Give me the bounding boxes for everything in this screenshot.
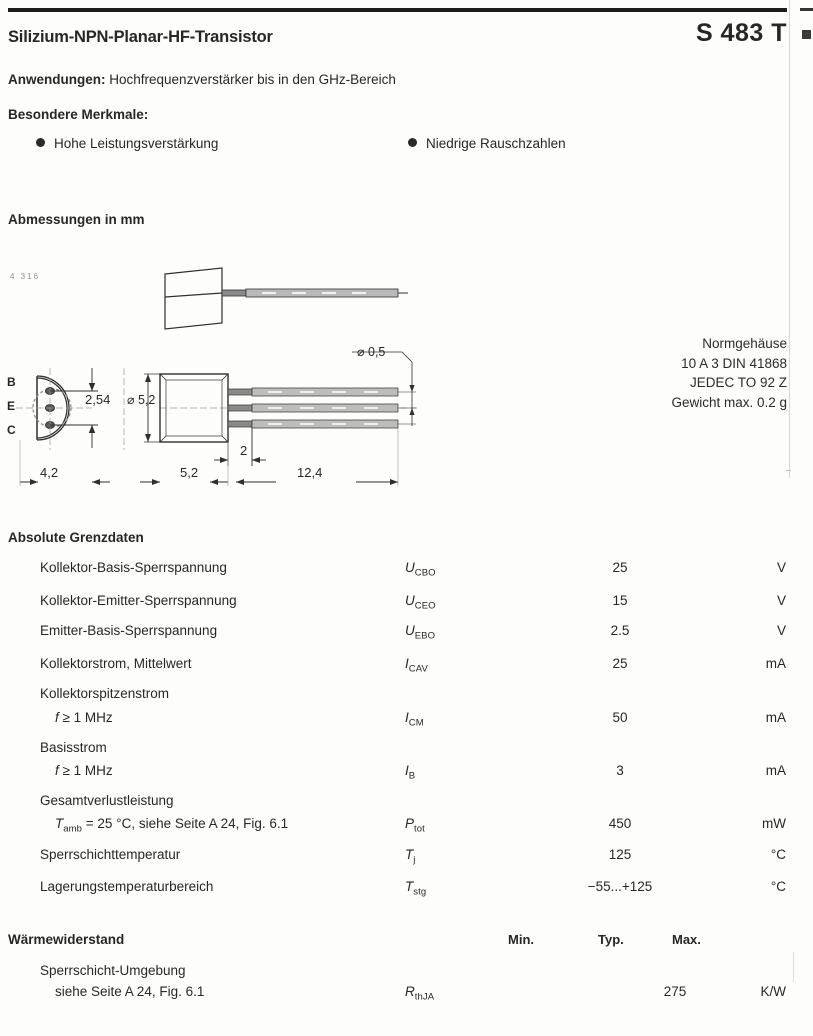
row-value: 450 [608, 816, 632, 831]
row-condition: f ≥ 1 MHz [55, 710, 113, 725]
column-header-typ: Typ. [598, 932, 624, 947]
column-header-min: Min. [508, 932, 534, 947]
page-title: Silizium-NPN-Planar-HF-Transistor [8, 28, 273, 46]
dimensions-heading: Abmessungen in mm [8, 212, 145, 227]
row-value: 125 [608, 847, 632, 862]
callout-lead-length: 12,4 [297, 465, 323, 480]
scan-edge-rule-artifact [800, 8, 813, 11]
row-value: 50 [612, 710, 628, 725]
row-condition: Tamb = 25 °C, siehe Seite A 24, Fig. 6.1 [55, 816, 289, 835]
row-unit: mW [762, 816, 786, 831]
row-symbol: Tstg [405, 879, 427, 898]
callout-body-diameter: ⌀ 5,2 [127, 393, 156, 407]
row-unit: mA [765, 656, 786, 671]
pin-label-c: C [7, 423, 16, 437]
part-number: S 483 T [695, 19, 787, 47]
row-label: Sperrschicht-Umgebung [40, 963, 186, 978]
thermal-heading: Wärmewiderstand [8, 932, 125, 947]
row-value: 25 [612, 656, 628, 671]
row-unit: V [776, 560, 786, 575]
front-view-body-inner [165, 379, 223, 437]
row-condition: siehe Seite A 24, Fig. 6.1 [55, 984, 205, 999]
row-label: Kollektorspitzenstrom [40, 686, 170, 701]
callout-lead-spacing: 2 [240, 443, 248, 458]
row-unit: V [776, 593, 786, 608]
bullet-icon [36, 138, 45, 147]
row-symbol: ICAV [405, 656, 428, 675]
row-value: 15 [612, 593, 628, 608]
applications-label: Anwendungen: [8, 72, 106, 87]
column-header-max: Max. [672, 932, 701, 947]
row-label: Emitter-Basis-Sperrspannung [40, 623, 218, 638]
applications-line: Anwendungen: Hochfrequenzverstärker bis … [8, 72, 396, 87]
feature-label-1: Hohe Leistungsverstärkung [54, 136, 219, 151]
callout-body-width: 5,2 [180, 465, 199, 480]
top-view-body [164, 267, 223, 330]
scan-edge-line-artifact [789, 0, 790, 478]
row-symbol: UCBO [405, 560, 436, 579]
row-symbol: UEBO [405, 623, 436, 642]
scan-edge-tick-artifact [786, 470, 791, 471]
row-label: Kollektor-Basis-Sperrspannung [40, 560, 227, 575]
scan-edge-mark-artifact [802, 30, 811, 39]
row-unit: °C [770, 847, 786, 862]
row-unit: mA [765, 763, 786, 778]
package-dimension-drawing [16, 267, 420, 486]
applications-text: Hochfrequenzverstärker bis in den GHz-Be… [109, 72, 396, 87]
row-value: 2.5 [610, 623, 630, 638]
row-symbol: Tj [405, 847, 416, 866]
pin-label-e: E [7, 399, 16, 413]
row-label: Basisstrom [40, 740, 107, 755]
row-label: Lagerungstemperaturbereich [40, 879, 214, 894]
feature-item-1: Hohe Leistungsverstärkung [36, 136, 218, 151]
callout-pin-pitch: 2,54 [85, 392, 111, 407]
housing-info: Normgehäuse 10 A 3 DIN 41868 JEDEC TO 92… [671, 334, 787, 412]
row-label: Kollektorstrom, Mittelwert [40, 656, 192, 671]
bullet-icon [408, 138, 417, 147]
housing-line-2: 10 A 3 DIN 41868 [681, 355, 787, 371]
row-unit: °C [770, 879, 786, 894]
row-label: Gesamtverlustleistung [40, 793, 174, 808]
row-symbol: ICM [405, 710, 424, 729]
row-label: Kollektor-Emitter-Sperrspannung [40, 593, 237, 608]
feature-label-2: Niedrige Rauschzahlen [426, 136, 566, 151]
row-label: Sperrschichttemperatur [40, 847, 181, 862]
features-label: Besondere Merkmale: [8, 107, 149, 122]
callout-flat-width: 4,2 [40, 465, 59, 480]
header-rule [8, 8, 787, 12]
pin-label-b: B [7, 375, 16, 389]
callout-lead-diameter: ⌀ 0,5 [357, 345, 386, 359]
row-unit: K/W [760, 984, 787, 999]
row-symbol: RthJA [405, 984, 435, 1003]
row-condition: f ≥ 1 MHz [55, 763, 113, 778]
row-symbol: IB [405, 763, 416, 782]
scan-edge-tick2-artifact [793, 952, 794, 982]
row-value: 3 [616, 763, 624, 778]
housing-line-4: Gewicht max. 0.2 g [671, 394, 787, 410]
housing-line-1: Normgehäuse [702, 336, 787, 351]
drawing-number: 4 316 [10, 272, 41, 281]
limits-heading: Absolute Grenzdaten [8, 530, 144, 545]
row-value-max: 275 [663, 984, 687, 999]
row-symbol: Ptot [405, 816, 425, 835]
row-value: 25 [612, 560, 628, 575]
row-symbol: UCEO [405, 593, 436, 612]
housing-line-3: JEDEC TO 92 Z [689, 375, 787, 390]
row-unit: V [776, 623, 786, 638]
row-value: −55...+125 [587, 879, 653, 894]
feature-item-2: Niedrige Rauschzahlen [408, 136, 566, 151]
row-unit: mA [765, 710, 786, 725]
